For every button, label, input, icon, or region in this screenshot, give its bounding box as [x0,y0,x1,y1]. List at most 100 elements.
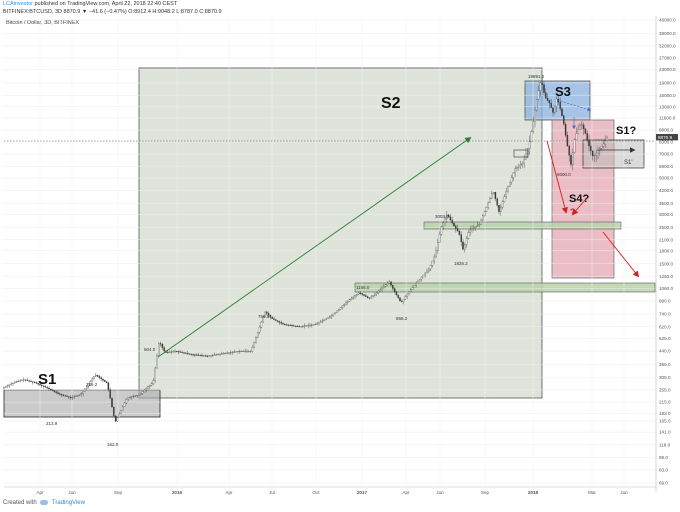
candle-body [507,186,509,192]
y-tick-label: 9800.0 [659,128,673,133]
candle-body [276,320,279,322]
candle-body [226,352,228,354]
candle-body [237,351,239,352]
candle-body [365,295,367,297]
candle-body [532,121,534,132]
tradingview-logo-icon [40,500,49,505]
candle-body [395,291,398,295]
candle-body [140,393,142,396]
green-trend-arrow [157,136,472,358]
candle-body [136,395,138,397]
candle-body [386,283,389,285]
candle-body [87,383,90,387]
candle-body [314,324,317,325]
price-label-866: 866.2 [396,316,408,321]
candle-body [300,326,302,328]
y-tick-label: 7000.0 [659,152,673,157]
candle-body [53,390,56,392]
tradingview-link[interactable]: TradingView [51,500,85,507]
zone-s3 [524,80,591,121]
chart-title: Bitcoin / Dollar, 3D, BITFINEX [6,20,79,26]
candle-body [89,381,92,384]
candle-body [21,379,23,381]
price-label-316: 316.2 [86,382,98,387]
candle-body [384,284,387,287]
y-tick-label: 11600.0 [659,116,676,121]
candle-body [559,101,561,110]
candle-body [221,353,223,355]
candle-body [428,268,430,272]
candle-body [111,398,113,408]
candle-body [483,211,486,216]
author-link[interactable]: LCAinvestor [3,1,33,7]
x-tick-label: Oct [312,490,320,495]
y-tick-label: 8300.0 [659,140,673,145]
candle-body [374,293,376,296]
candle-body [217,354,219,356]
y-tick-label: 23000.0 [659,67,676,72]
candle-body [368,297,371,299]
y-tick-label: 4200.0 [659,188,673,193]
candle-body [113,406,115,417]
x-tick-label: Jun [620,490,628,495]
candle-body [509,181,511,187]
candle-body [195,354,198,356]
label-s1-question: S1? [616,125,636,137]
red-arrow-question [571,199,586,216]
candle-body [167,352,169,354]
candle-body [363,294,365,296]
candle-body [163,347,165,352]
candle-body [327,317,329,319]
candle-body [332,313,335,316]
candle-body [298,326,300,328]
candle-body [599,148,601,151]
candle-body [453,222,455,227]
red-arrow-s4 [546,140,568,214]
candle-body [60,394,63,396]
candle-body [521,163,524,165]
candle-body [46,387,48,389]
candle-body [235,351,237,353]
candle-body [573,139,576,153]
y-tick-label: 38000.0 [659,31,676,36]
y-tick-label: 1060.0 [659,286,673,291]
candle-body [510,177,513,183]
candle-body [550,102,552,108]
price-label-6000: 6000.0 [557,172,571,177]
x-tick-label: Apr [402,490,410,495]
candle-body [264,311,266,318]
candle-body [496,198,498,206]
label-s1-prime: S1' [624,160,632,166]
candle-body [242,350,245,352]
candle-body [239,350,241,352]
candle-body [494,192,497,199]
candle-body [537,90,540,100]
candle-body [546,98,549,101]
candle-body [194,354,196,356]
price-label-213: 213.9 [46,421,58,426]
candle-body [284,324,286,326]
candle-body [435,250,437,258]
candle-body [95,375,97,377]
candle-body [357,292,360,295]
y-tick-label: 215.0 [659,400,671,405]
candle-body [96,375,99,377]
candle-body [98,376,101,378]
candle-body [86,386,88,389]
candle-body [467,232,470,239]
candle-body [519,164,522,167]
candle-body [177,351,180,353]
x-tick-label: Mar [588,490,596,495]
candle-body [460,234,462,243]
price-label-19891: 19891.0 [528,74,545,79]
candle-body [572,152,574,165]
x-tick-label: 2018 [528,490,539,495]
y-tick-label: 305.0 [659,375,671,380]
candle-body [455,225,457,229]
candle-body [159,343,162,345]
candle-body [66,395,68,397]
candle-body [478,224,480,226]
label-question: ? [570,207,576,217]
candle-body [464,244,466,250]
